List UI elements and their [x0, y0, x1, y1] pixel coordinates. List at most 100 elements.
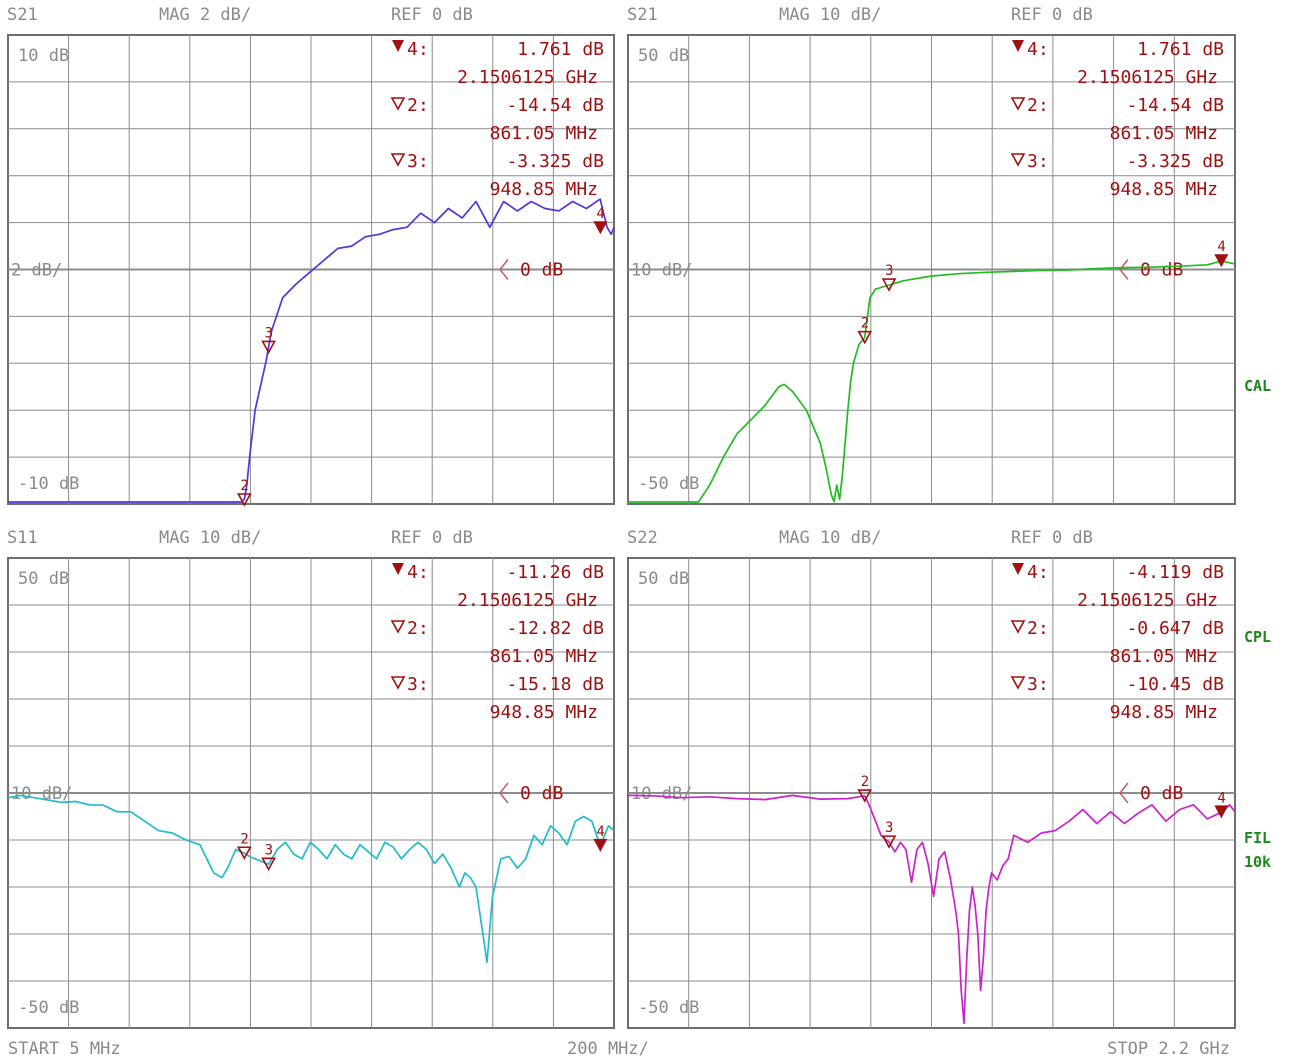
marker-active-triangle-icon [392, 40, 404, 52]
marker-id: 3 [407, 151, 418, 172]
panel-ref-label: REF 0 dB [1011, 5, 1093, 25]
trace-marker-number: 3 [885, 263, 893, 279]
marker-id: 3 [1027, 151, 1038, 172]
marker-active-triangle-icon [392, 563, 404, 575]
trace-line [628, 260, 1236, 503]
ref-scale-label: 10 dB/ [631, 784, 692, 804]
trace-marker-number: 4 [1217, 239, 1225, 255]
marker-triangle-icon [390, 153, 406, 167]
marker-triangle-icon [1010, 620, 1026, 634]
trace-marker-number: 2 [240, 478, 248, 494]
marker-colon: : [418, 95, 429, 116]
marker-value: -0.647 dB [1126, 618, 1224, 639]
bottom-scale-label: -50 dB [638, 998, 699, 1018]
trace-marker-icon [261, 857, 276, 872]
panel-4: S22 MAG 10 dB/REF 0 dB 50 dB 10 dB/ -50 dB 0 … [627, 528, 1236, 1029]
trace-marker-number: 3 [885, 820, 893, 836]
marker-id: 4 [407, 562, 418, 583]
marker-colon: : [1038, 151, 1049, 172]
cpl-indicator: CPL [1244, 628, 1271, 646]
bottom-scale-label: -50 dB [18, 998, 79, 1018]
panel-param-label: S11 [7, 528, 38, 548]
panel-1: S21 MAG 2 dB/REF 0 dB 10 dB 2 dB/ -10 dB 0 dB… [7, 5, 615, 507]
marker-value: -3.325 dB [1126, 151, 1224, 172]
marker-frequency: 2.1506125 GHz [457, 590, 598, 611]
marker-id: 2 [1027, 95, 1038, 116]
trace-marker-number: 2 [861, 316, 869, 332]
marker-value: -11.26 dB [506, 562, 604, 583]
marker-colon: : [418, 151, 429, 172]
fil-indicator: FIL [1244, 829, 1271, 847]
trace-marker-number: 4 [596, 824, 604, 840]
marker-triangle-icon [390, 676, 406, 690]
ref-level-value: 0 dB [1140, 260, 1183, 281]
trace-marker-icon [236, 846, 252, 860]
frequency-scale: 200 MHz/ [567, 1039, 649, 1059]
panel-ref-label: REF 0 dB [391, 5, 473, 25]
marker-frequency: 948.85 MHz [490, 179, 598, 200]
trace-marker-icon [857, 330, 873, 345]
panel-ref-label: REF 0 dB [1011, 528, 1093, 548]
trace-marker-number: 2 [861, 774, 869, 790]
marker-id: 2 [407, 95, 418, 116]
marker-active-triangle-icon [1012, 563, 1024, 575]
panel-param-label: S21 [7, 5, 38, 25]
marker-id: 4 [1027, 562, 1038, 583]
marker-value: -12.82 dB [506, 618, 604, 639]
bottom-scale-label: -50 dB [638, 474, 699, 494]
cal-indicator: CAL [1244, 377, 1271, 395]
marker-frequency: 948.85 MHz [1110, 179, 1218, 200]
marker-value: -10.45 dB [1126, 674, 1224, 695]
panel-param-label: S22 [627, 528, 658, 548]
marker-value: -14.54 dB [1126, 95, 1224, 116]
ref-level-arrow-icon [499, 259, 509, 280]
trace-marker-active-icon [593, 221, 608, 235]
ref-level-arrow-icon [1119, 782, 1129, 804]
marker-frequency: 2.1506125 GHz [1077, 590, 1218, 611]
trace-line [7, 794, 615, 964]
top-scale-label: 10 dB [18, 46, 69, 66]
marker-triangle-icon [1010, 676, 1026, 690]
trace-marker-active-icon [1214, 805, 1229, 819]
marker-id: 4 [407, 39, 418, 60]
marker-colon: : [418, 39, 429, 60]
marker-value: 1.761 dB [1137, 39, 1224, 60]
top-scale-label: 50 dB [638, 46, 689, 66]
panel-param-label: S21 [627, 5, 658, 25]
ref-level-value: 0 dB [520, 260, 563, 281]
panel-2: S21 MAG 10 dB/REF 0 dB 50 dB 10 dB/ -50 dB 0 … [627, 5, 1236, 505]
marker-id: 4 [1027, 39, 1038, 60]
marker-value: -14.54 dB [506, 95, 604, 116]
start-frequency: START 5 MHz [8, 1039, 121, 1059]
bottom-scale-label: -10 dB [18, 474, 79, 494]
marker-frequency: 2.1506125 GHz [457, 67, 598, 88]
trace-marker-icon [261, 340, 276, 355]
trace-marker-icon [881, 278, 897, 292]
marker-frequency: 861.05 MHz [1110, 123, 1218, 144]
marker-id: 3 [1027, 674, 1038, 695]
marker-triangle-icon [1010, 97, 1026, 111]
marker-colon: : [418, 562, 429, 583]
trace-marker-number: 4 [596, 206, 604, 222]
ref-scale-label: 10 dB/ [631, 261, 692, 281]
panel-scale-label: MAG 10 dB/ [159, 528, 261, 548]
top-scale-label: 50 dB [18, 569, 69, 589]
trace-marker-number: 3 [265, 325, 273, 341]
ref-level-arrow-icon [499, 782, 509, 804]
marker-colon: : [1038, 674, 1049, 695]
ref-level-value: 0 dB [520, 783, 563, 804]
marker-frequency: 2.1506125 GHz [1077, 67, 1218, 88]
marker-triangle-icon [390, 97, 406, 111]
marker-value: -3.325 dB [506, 151, 604, 172]
fil-bandwidth: 10k [1244, 853, 1271, 871]
marker-active-triangle-icon [1012, 40, 1024, 52]
panel-3: S11 MAG 10 dB/REF 0 dB 50 dB 10 dB/ -50 dB 0 … [7, 528, 615, 1029]
trace-marker-number: 4 [1217, 790, 1225, 806]
marker-colon: : [1038, 618, 1049, 639]
ref-scale-label: 2 dB/ [11, 261, 62, 281]
ref-scale-label: 10 dB/ [11, 784, 72, 804]
marker-id: 2 [407, 618, 418, 639]
marker-frequency: 861.05 MHz [490, 646, 598, 667]
panel-scale-label: MAG 10 dB/ [779, 5, 881, 25]
